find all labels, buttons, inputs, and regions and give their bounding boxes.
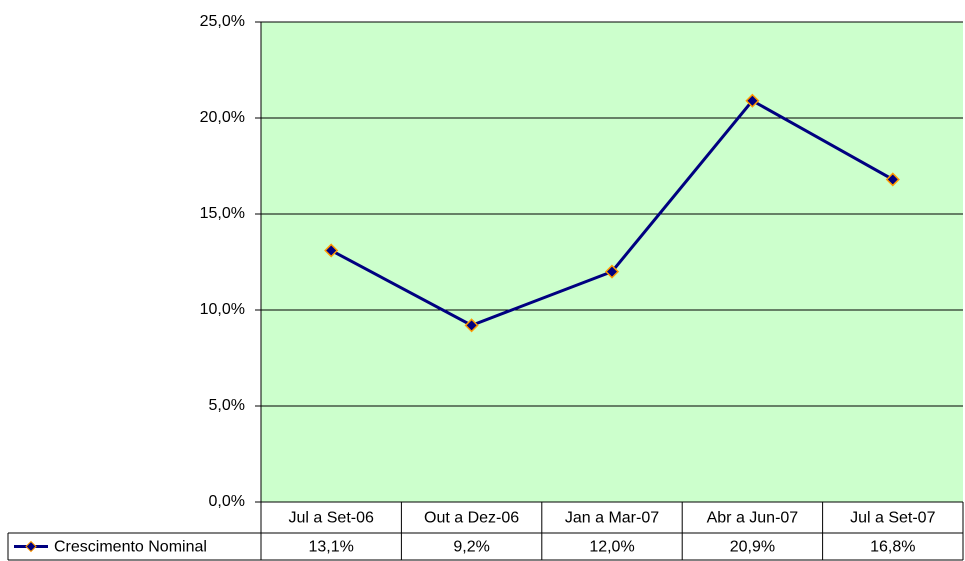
point-marker <box>324 243 339 258</box>
x-tick-label: Jan a Mar-07 <box>565 510 659 527</box>
point-marker <box>604 264 620 279</box>
plot-area <box>261 22 963 502</box>
y-tick-label: 0,0% <box>209 493 245 510</box>
x-tick-label: Jul a Set-07 <box>850 510 935 527</box>
value-label: 16,8% <box>870 539 915 556</box>
value-label: 12,0% <box>589 539 634 556</box>
legend-key-marker <box>25 540 37 553</box>
value-label: 9,2% <box>453 539 489 556</box>
x-tick-label: Out a Dez-06 <box>424 510 519 527</box>
value-label: 13,1% <box>309 539 354 556</box>
y-tick-label: 20,0% <box>200 109 245 126</box>
point-marker <box>464 318 479 333</box>
x-tick-label: Jul a Set-06 <box>289 510 374 527</box>
y-tick-label: 25,0% <box>200 13 245 30</box>
x-tick-label: Abr a Jun-07 <box>707 510 799 527</box>
y-tick-label: 10,0% <box>200 301 245 318</box>
y-tick-label: 5,0% <box>209 397 245 414</box>
y-tick-label: 15,0% <box>200 205 245 222</box>
value-label: 20,9% <box>730 539 775 556</box>
point-marker <box>745 93 760 108</box>
point-marker <box>885 172 900 187</box>
legend-label: Crescimento Nominal <box>54 539 207 556</box>
